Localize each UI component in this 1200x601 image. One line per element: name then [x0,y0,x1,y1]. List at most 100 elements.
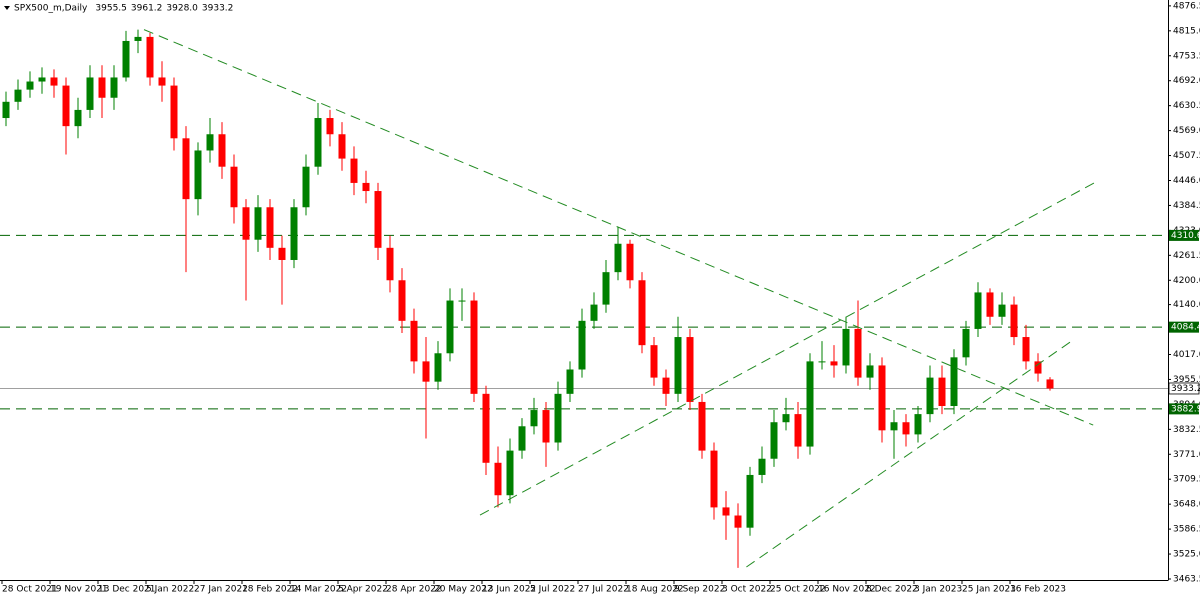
candle-body [254,207,262,240]
candle-body [698,401,706,451]
y-tick-label: 4017.0 [1173,350,1200,360]
x-tick-label: 18 Aug 2022 [626,585,684,595]
price-label-bg [1168,382,1200,395]
candle-body [722,507,730,516]
x-tick-label: 5 Jan 2022 [146,585,194,595]
candle-body [206,134,214,151]
y-tick-label: 4261.5 [1173,251,1200,261]
candle-body [62,85,70,127]
x-tick-label: 3 Oct 2022 [722,585,772,595]
header-value: 3955.5 [95,4,127,14]
candle-body [554,393,562,443]
x-tick-label: 20 May 2022 [434,585,493,595]
candle-body [122,40,130,78]
y-tick-label: 3955.5 [1173,375,1200,385]
y-tick-label: 3709.5 [1173,475,1200,485]
candle-body [74,109,82,127]
candle-body [662,377,670,394]
candle-body [2,101,10,119]
x-tick-label: 16 Feb 2023 [1010,585,1066,595]
candle-body [566,369,574,394]
candle-body [86,77,94,110]
level-label-bg [1169,321,1199,333]
candle-body [950,357,958,406]
candle-body [410,320,418,362]
candle-body [710,450,718,508]
candle-body [170,85,178,139]
candle-body [938,377,946,406]
candle-body [734,515,742,528]
candle-body [182,138,190,200]
candle-body [386,247,394,281]
candle-body [878,365,886,431]
candle-body [854,328,862,378]
y-tick-label: 4630.5 [1173,101,1200,111]
header-value: 3928.0 [166,4,198,14]
candle-body [14,89,22,102]
x-tick-label: 5 Apr 2022 [338,585,388,595]
candle-body [314,118,322,167]
candles-layer [2,29,1054,568]
trendline [479,181,1096,516]
candle-body [446,300,454,354]
candle-body [158,77,166,86]
candle-body [542,410,550,443]
candle-body [758,458,766,475]
trendline [746,341,1071,568]
y-tick-label: 3586.5 [1173,525,1200,535]
candle-body [530,410,538,427]
header-value: 3933.2 [202,4,234,14]
y-tick-label: 4384.5 [1173,201,1200,211]
candle-body [794,414,802,447]
candle-body [830,361,838,366]
candle-body [218,134,226,167]
menu-icon[interactable] [4,6,10,10]
candle-body [926,377,934,415]
y-tick-label: 4569.0 [1173,126,1200,136]
candle-body [290,207,298,260]
candle-body [362,182,370,192]
y-tick-label: 4753.5 [1173,51,1200,61]
candle-body [614,243,622,273]
x-tick-label: 16 Nov 2022 [818,585,876,595]
candle-body [374,191,382,248]
candle-body [518,426,526,451]
candle-body [1034,361,1042,374]
level-label: 3882.9 [1171,404,1200,414]
candle-body [194,150,202,200]
candle-body [902,422,910,435]
candle-body [506,450,514,496]
x-tick-label: 8 Dec 2022 [866,585,918,595]
x-tick-label: 9 Sep 2022 [674,585,725,595]
candle-body [230,166,238,208]
candle-body [482,393,490,463]
trendline [143,29,1094,426]
level-label: 4084.4 [1171,323,1200,333]
candle-body [278,247,286,260]
candle-body [350,158,358,183]
candle-body [998,304,1006,317]
level-label: 4310.6 [1171,231,1200,241]
level-label-bg [1169,403,1199,415]
candle-body [818,361,826,363]
x-tick-label: 19 Nov 2021 [50,585,108,595]
x-tick-label: 28 Oct 2021 [2,585,58,595]
candle-body [866,365,874,378]
y-tick-label: 3771.0 [1173,450,1200,460]
candle-body [146,36,154,78]
x-tick-label: 3 Jan 2023 [914,585,962,595]
candle-body [38,77,46,82]
candle-body [746,474,754,528]
header-value: 3961.2 [131,4,163,14]
candle-body [26,81,34,90]
candle-body [326,118,334,135]
y-tick-label: 4140.0 [1173,300,1200,310]
x-tick-label: 25 Jan 2023 [962,585,1016,595]
candle-body [974,292,982,329]
candle-body [302,166,310,208]
y-tick-label: 3648.0 [1173,500,1200,510]
candle-body [422,361,430,382]
